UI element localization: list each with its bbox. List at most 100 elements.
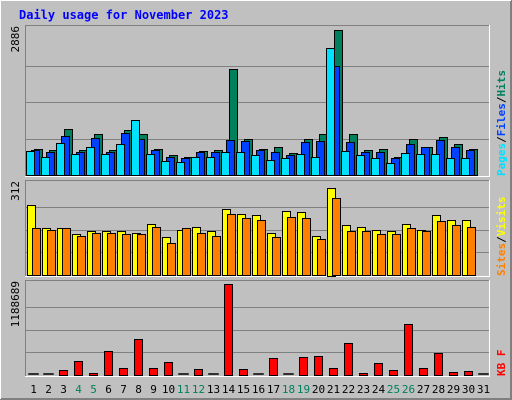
- bar-sites-day-18: [287, 217, 296, 276]
- legend-sep-1: /: [495, 136, 508, 143]
- day-label-10: 10: [162, 383, 175, 396]
- bar-kb-f-day-15: [239, 369, 248, 376]
- bar-sites-day-7: [122, 234, 131, 276]
- bar-pages-day-25: [386, 163, 395, 176]
- day-label-13: 13: [207, 383, 220, 396]
- bar-pages-day-11: [176, 162, 185, 176]
- legend-sep-2: /: [495, 96, 508, 103]
- day-label-24: 24: [372, 383, 386, 396]
- day-label-5: 5: [90, 383, 97, 396]
- day-label-1: 1: [30, 383, 37, 396]
- bar-sites-day-10: [167, 243, 176, 276]
- legend-sep-3: /: [495, 236, 508, 243]
- bar-kb-f-day-7: [119, 368, 128, 376]
- day-label-17: 17: [267, 383, 280, 396]
- bar-kb-f-day-4: [74, 361, 83, 376]
- day-label-11: 11: [177, 383, 190, 396]
- day-label-26: 26: [402, 383, 415, 396]
- bar-sites-day-5: [92, 233, 101, 276]
- day-label-22: 22: [342, 383, 355, 396]
- day-label-18: 18: [282, 383, 295, 396]
- bar-pages-day-15: [236, 152, 245, 176]
- ymax-label-bottom: 1188689: [9, 281, 22, 327]
- day-label-15: 15: [237, 383, 250, 396]
- bar-kb-f-day-14: [224, 284, 233, 376]
- bar-sites-day-14: [227, 214, 236, 276]
- bar-zero-stub-day-2: [43, 373, 54, 375]
- day-label-3: 3: [60, 383, 67, 396]
- bar-kb-f-day-21: [329, 368, 338, 376]
- bar-kb-f-day-3: [59, 370, 68, 376]
- bar-pages-day-21: [326, 48, 335, 176]
- bar-kb-f-day-20: [314, 356, 323, 376]
- bar-zero-stub-day-18: [283, 373, 294, 375]
- bar-kb-f-day-23: [359, 373, 368, 376]
- bar-sites-day-25: [392, 234, 401, 276]
- legend-top: Pages/Files/Hits: [495, 70, 508, 176]
- bar-sites-day-2: [47, 230, 56, 276]
- bar-pages-day-23: [356, 155, 365, 176]
- bar-zero-stub-day-16: [253, 373, 264, 375]
- bar-sites-day-9: [152, 227, 161, 276]
- bar-kb-f-day-24: [374, 363, 383, 376]
- bar-pages-day-30: [461, 158, 470, 176]
- bar-sites-day-20: [317, 239, 326, 276]
- bar-pages-day-26: [401, 153, 410, 176]
- bar-pages-day-2: [41, 157, 50, 176]
- bar-pages-day-9: [146, 154, 155, 176]
- bar-sites-day-21: [332, 198, 341, 276]
- bar-pages-day-13: [206, 157, 215, 176]
- bar-sites-day-1: [32, 228, 41, 276]
- bar-sites-day-26: [407, 228, 416, 276]
- bar-pages-day-29: [446, 158, 455, 176]
- bar-zero-stub-day-31: [478, 373, 489, 375]
- day-label-20: 20: [312, 383, 325, 396]
- day-label-31: 31: [477, 383, 490, 396]
- bar-pages-day-1: [26, 151, 35, 176]
- day-label-21: 21: [327, 383, 340, 396]
- bar-sites-day-23: [362, 231, 371, 276]
- day-label-23: 23: [357, 383, 370, 396]
- bar-pages-day-4: [71, 154, 80, 176]
- bar-sites-day-28: [437, 221, 446, 276]
- bar-kb-f-day-10: [164, 362, 173, 376]
- day-label-4: 4: [75, 383, 82, 396]
- day-label-12: 12: [192, 383, 205, 396]
- day-label-6: 6: [105, 383, 112, 396]
- bar-sites-day-16: [257, 220, 266, 276]
- day-label-29: 29: [447, 383, 460, 396]
- bar-pages-day-6: [101, 154, 110, 176]
- bar-pages-day-3: [56, 143, 65, 176]
- legend-middle: Sites/Visits: [495, 197, 508, 277]
- bar-kb-f-day-5: [89, 373, 98, 376]
- day-label-9: 9: [150, 383, 157, 396]
- day-label-8: 8: [135, 383, 142, 396]
- bar-pages-day-20: [311, 157, 320, 176]
- bar-sites-day-24: [377, 234, 386, 276]
- day-label-2: 2: [45, 383, 52, 396]
- day-label-14: 14: [222, 383, 236, 396]
- bar-sites-day-3: [62, 228, 71, 276]
- bar-pages-day-27: [416, 154, 425, 176]
- bar-pages-day-5: [86, 147, 95, 176]
- day-label-27: 27: [417, 383, 430, 396]
- bar-pages-day-28: [431, 154, 440, 176]
- bar-kb-f-day-8: [134, 339, 143, 376]
- day-label-30: 30: [462, 383, 475, 396]
- bar-sites-day-27: [422, 231, 431, 276]
- bar-kb-f-day-29: [449, 372, 458, 376]
- bar-pages-day-8: [131, 120, 140, 176]
- bar-sites-day-19: [302, 218, 311, 276]
- bar-zero-stub-day-11: [178, 373, 189, 375]
- bar-kb-f-day-22: [344, 343, 353, 376]
- legend-sites: Sites: [495, 243, 508, 276]
- bar-sites-day-22: [347, 231, 356, 276]
- bar-pages-day-19: [296, 154, 305, 176]
- plot-area: [25, 280, 490, 377]
- bar-pages-day-14: [221, 152, 230, 176]
- legend-hits: Hits: [495, 70, 508, 97]
- ymax-label-middle: 312: [9, 181, 22, 201]
- legend-kbf: KB F: [495, 350, 508, 377]
- day-label-16: 16: [252, 383, 265, 396]
- bar-sites-day-17: [272, 237, 281, 276]
